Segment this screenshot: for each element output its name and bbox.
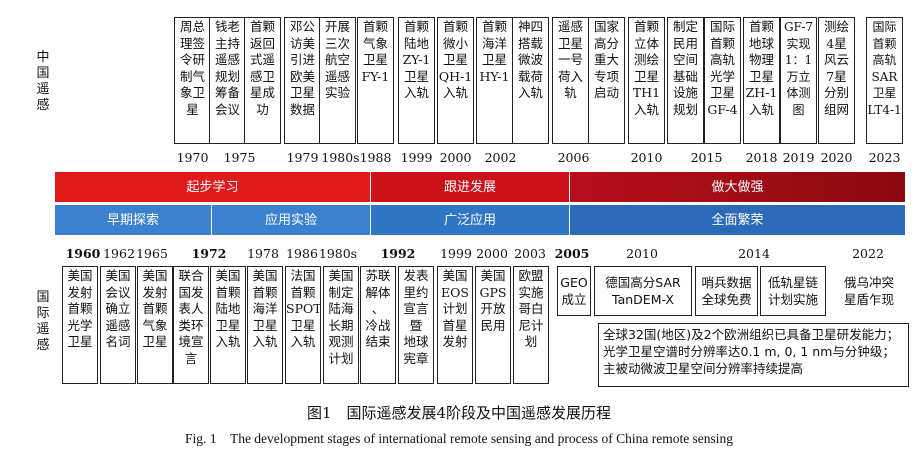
china-event-box: 首颗 海洋 卫星 HY-1 bbox=[476, 17, 513, 144]
intl-event-box: 低轨星链 计划实施 bbox=[760, 266, 826, 316]
intl-event-year: 2003 bbox=[514, 246, 546, 261]
intl-phase-1: 早期探索 bbox=[55, 205, 211, 235]
china-event-box: 国际 首颗 高轨 光学 卫星 GF-4 bbox=[704, 17, 741, 144]
intl-event-box: 美国 制定 陆海 长期 观测 计划 bbox=[323, 266, 359, 384]
china-event-box: 周总 理签 令研 制气 象卫 星 bbox=[174, 17, 211, 144]
china-phase-1: 起步学习 bbox=[55, 172, 370, 202]
china-event-box: 首颗 陆地 ZY-1 卫星 入轨 bbox=[398, 17, 435, 144]
intl-event-year: 1992 bbox=[380, 246, 416, 261]
china-event-year: 2020 bbox=[820, 150, 853, 165]
intl-event-box: GEO 成立 bbox=[557, 266, 591, 316]
intl-event-year: 1960 bbox=[65, 246, 101, 261]
intl-event-year: 2005 bbox=[554, 246, 590, 261]
china-event-box: 遥感 卫星 一号 荷入 轨 bbox=[552, 17, 589, 144]
china-event-year: 2015 bbox=[690, 150, 723, 165]
intl-event-box: 苏联 解体 、 冷战 结束 bbox=[360, 266, 396, 384]
china-event-year: 1980s bbox=[321, 150, 360, 165]
intl-summary-note: 全球32国(地区)及2个欧洲组织已具备卫星研发能力；光学卫星空谱时分辨率达0.1… bbox=[598, 323, 909, 387]
china-event-box: 测绘 4星 风云 7星 分别 组网 bbox=[818, 17, 855, 144]
china-event-year: 1979 bbox=[286, 150, 319, 165]
china-event-box: 首颗 微小 卫星 QH-1 入轨 bbox=[437, 17, 474, 144]
intl-event-year: 1980s bbox=[318, 246, 358, 261]
intl-event-box: 美国 GPS 开放 民用 bbox=[475, 266, 511, 384]
intl-event-box: 美国 EOS 计划 首星 发射 bbox=[437, 266, 473, 384]
intl-event-box: 发表 里约 宣言 暨 地球 宪章 bbox=[398, 266, 434, 384]
intl-event-year: 2000 bbox=[476, 246, 508, 261]
china-event-year: 2002 bbox=[484, 150, 517, 165]
figure-caption-en: Fig. 1 The development stages of interna… bbox=[184, 431, 734, 446]
intl-event-year: 1962 bbox=[103, 246, 135, 261]
china-event-box: 开展 三次 航空 遥感 实验 bbox=[319, 17, 356, 144]
intl-event-box: 美国 发射 首颗 气象 卫星 bbox=[137, 266, 173, 384]
china-event-year: 1988 bbox=[359, 150, 392, 165]
china-event-year: 2010 bbox=[630, 150, 663, 165]
intl-event-box: 美国 发射 首颗 光学 卫星 bbox=[62, 266, 98, 384]
china-event-box: 首颗 立体 测绘 卫星 TH1 入轨 bbox=[628, 17, 665, 144]
china-event-box: 首颗 返回 式遥 感卫 星成 功 bbox=[244, 17, 281, 144]
intl-event-year: 1986 bbox=[286, 246, 318, 261]
intl-event-year: 2022 bbox=[852, 246, 884, 261]
china-event-box: 邓公 访美 引进 欧美 卫星 数据 bbox=[284, 17, 321, 144]
intl-event-box: 德国高分SAR TanDEM-X bbox=[594, 266, 692, 316]
china-event-box: 神四 搭载 微波 载荷 入轨 bbox=[512, 17, 549, 144]
china-event-year: 2000 bbox=[439, 150, 472, 165]
china-event-year: 1975 bbox=[223, 150, 256, 165]
intl-event-year: 1978 bbox=[247, 246, 279, 261]
intl-event-box: 美国 会议 确立 遥感 名词 bbox=[100, 266, 136, 384]
china-event-box: 首颗 气象 卫星 FY-1 bbox=[357, 17, 394, 144]
china-phase-2: 跟进发展 bbox=[371, 172, 569, 202]
intl-phase-3: 广泛应用 bbox=[371, 205, 569, 235]
china-event-box: GF-7 实现 1：1 万立 体测 图 bbox=[780, 17, 817, 144]
figure-caption-cn: 图1 国际遥感发展4阶段及中国遥感发展历程 bbox=[306, 404, 612, 422]
china-event-year: 2006 bbox=[557, 150, 590, 165]
intl-event-box: 美国 首颗 陆地 卫星 入轨 bbox=[210, 266, 246, 384]
intl-event-box: 欧盟 实施 哥白 尼计 划 bbox=[513, 266, 549, 384]
intl-event-box: 哨兵数据 全球免费 bbox=[695, 266, 758, 316]
china-event-box: 首颗 地球 物理 卫星 ZH-1 入轨 bbox=[743, 17, 780, 144]
china-event-year: 2019 bbox=[782, 150, 815, 165]
china-event-box: 国家 高分 重大 专项 启动 bbox=[588, 17, 625, 144]
china-event-box: 国际 首颗 高轨 SAR 卫星 LT4-1 bbox=[866, 17, 903, 144]
china-event-year: 2023 bbox=[868, 150, 901, 165]
china-event-year: 1999 bbox=[400, 150, 433, 165]
china-event-box: 制定 民用 空间 基础 设施 规划 bbox=[667, 17, 704, 144]
intl-event-year: 2014 bbox=[738, 246, 770, 261]
china-event-box: 钱老 主持 遥感 规划 筹备 会议 bbox=[209, 17, 246, 144]
intl-event-year: 1965 bbox=[136, 246, 168, 261]
intl-event-box: 联合 国发 表人 类环 境宣 言 bbox=[173, 266, 209, 384]
intl-event-box: 法国 首颗 SPOT 卫星 入轨 bbox=[285, 266, 321, 384]
intl-phase-2: 应用实验 bbox=[212, 205, 370, 235]
intl-event-year: 1999 bbox=[440, 246, 472, 261]
intl-phase-4: 全面繁荣 bbox=[570, 205, 905, 235]
intl-event-year: 1972 bbox=[191, 246, 227, 261]
intl-remote-sensing-label: 国际遥感 bbox=[36, 290, 50, 353]
china-event-year: 2018 bbox=[745, 150, 778, 165]
intl-event-box: 美国 首颗 海洋 卫星 入轨 bbox=[247, 266, 283, 384]
china-phase-3: 做大做强 bbox=[570, 172, 905, 202]
china-event-year: 1970 bbox=[176, 150, 209, 165]
intl-event-box: 俄乌冲突 星盾乍现 bbox=[836, 266, 902, 316]
intl-event-year: 2010 bbox=[626, 246, 658, 261]
china-remote-sensing-label: 中国遥感 bbox=[36, 50, 50, 113]
